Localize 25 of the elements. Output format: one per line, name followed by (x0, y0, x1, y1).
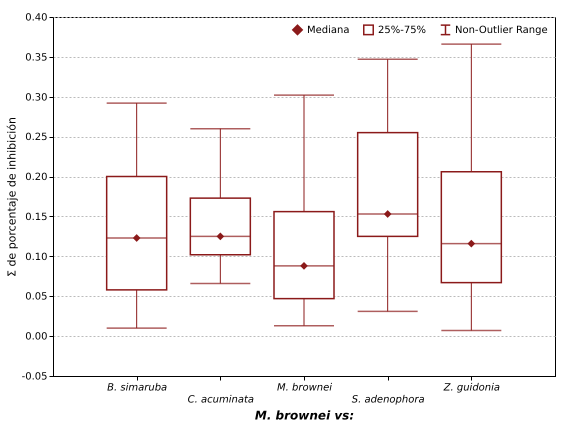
x-tick-label: Z. guidonia (442, 382, 500, 394)
y-tick-label: 0.05 (25, 292, 48, 303)
y-tick-label: -0.05 (22, 372, 48, 382)
y-tick-label: 0.00 (25, 332, 48, 343)
y-tick-label: 0.10 (25, 252, 48, 263)
x-tick-label: M. brownei (276, 382, 332, 394)
y-tick-label: 0.20 (25, 172, 48, 184)
point (384, 210, 392, 218)
legend-label: Mediana (307, 24, 350, 36)
annotation: 25%-75% (378, 24, 426, 36)
x-tick-label: B. simaruba (107, 382, 168, 394)
y-tick-label: 0.40 (25, 12, 48, 24)
point (300, 262, 308, 270)
point (133, 234, 140, 242)
x-tick-label: C. acuminata (188, 394, 254, 406)
y-axis-title: Σ de porcentaje de inhibición (6, 116, 19, 277)
y-tick-label: 0.30 (25, 92, 48, 104)
x-tick-label: S. adenophora (352, 394, 425, 406)
x-axis-title: M. brownei vs: (254, 408, 354, 422)
y-tick-label: 0.25 (25, 132, 48, 144)
point (216, 232, 224, 240)
y-tick-label: 0.15 (25, 212, 48, 223)
annotation: Non-Outlier Range (455, 24, 548, 36)
y-tick-label: 0.35 (25, 52, 48, 64)
point (468, 240, 475, 248)
